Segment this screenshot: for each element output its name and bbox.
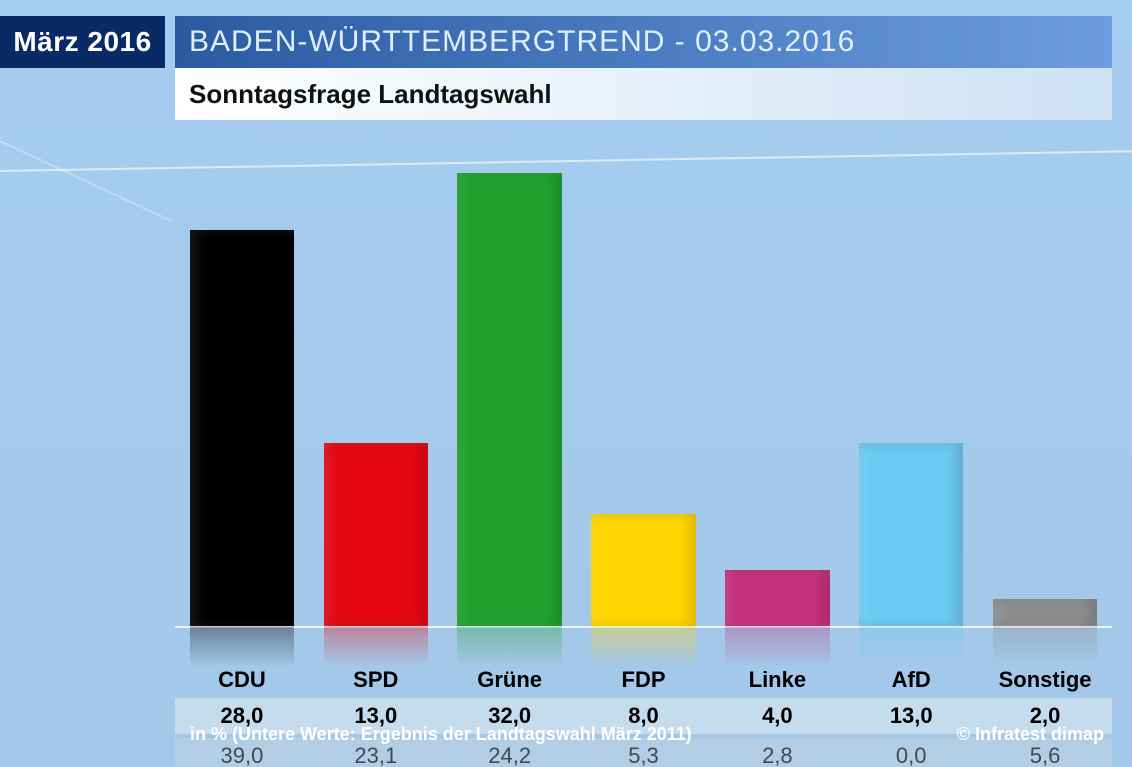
- reflection-bar-sonstige: [993, 627, 1097, 667]
- reflection-container: [175, 627, 1112, 667]
- row-labels-cell-6: Sonstige: [978, 667, 1112, 693]
- row-labels-cell-2: Grüne: [443, 667, 577, 693]
- bar-grüne: [457, 173, 561, 627]
- reflection-bar-cdu: [190, 627, 294, 667]
- reflection-bar-linke: [725, 627, 829, 667]
- row-previous-cell-2: 24,2: [443, 743, 577, 767]
- bar-slot-grüne: [443, 145, 577, 627]
- bar-linke: [725, 570, 829, 627]
- reflection-slot-cdu: [175, 627, 309, 667]
- date-badge: März 2016: [0, 16, 165, 68]
- bar-slot-linke: [710, 145, 844, 627]
- row-previous-cell-5: 0,0: [844, 743, 978, 767]
- bar-spd: [324, 443, 428, 627]
- row-previous-cell-0: 39,0: [175, 743, 309, 767]
- bar-afd: [859, 443, 963, 627]
- copyright: © Infratest dimap: [957, 724, 1104, 745]
- row-previous-cell-6: 5,6: [978, 743, 1112, 767]
- date-badge-text: März 2016: [13, 26, 151, 58]
- row-previous-cell-1: 23,1: [309, 743, 443, 767]
- bar-fdp: [591, 514, 695, 627]
- bar-slot-cdu: [175, 145, 309, 627]
- reflection-slot-afd: [844, 627, 978, 667]
- row-labels-cell-5: AfD: [844, 667, 978, 693]
- row-previous-cell-4: 2,8: [710, 743, 844, 767]
- title-text: BADEN-WÜRTTEMBERGTREND - 03.03.2016: [189, 25, 855, 59]
- reflection-slot-grüne: [443, 627, 577, 667]
- poll-slide: März 2016 BADEN-WÜRTTEMBERGTREND - 03.03…: [0, 0, 1132, 767]
- reflection-bar-spd: [324, 627, 428, 667]
- copyright-text: © Infratest dimap: [957, 724, 1104, 744]
- bar-slot-fdp: [577, 145, 711, 627]
- title-bar: BADEN-WÜRTTEMBERGTREND - 03.03.2016: [175, 16, 1112, 68]
- bar-sonstige: [993, 599, 1097, 627]
- row-previous-cell-3: 5,3: [577, 743, 711, 767]
- reflection-bar-fdp: [591, 627, 695, 667]
- chart-area: [175, 145, 1112, 627]
- row-labels-cell-1: SPD: [309, 667, 443, 693]
- row-labels-cell-4: Linke: [710, 667, 844, 693]
- bar-slot-spd: [309, 145, 443, 627]
- footnote-text: in % (Untere Werte: Ergebnis der Landtag…: [190, 724, 692, 744]
- row-labels-cell-0: CDU: [175, 667, 309, 693]
- reflection-bar-grüne: [457, 627, 561, 667]
- bars-container: [175, 145, 1112, 627]
- reflection-bar-afd: [859, 627, 963, 667]
- subtitle-text: Sonntagsfrage Landtagswahl: [189, 79, 552, 110]
- reflection-slot-linke: [710, 627, 844, 667]
- reflection-slot-sonstige: [978, 627, 1112, 667]
- bar-slot-sonstige: [978, 145, 1112, 627]
- row-labels-cell-3: FDP: [577, 667, 711, 693]
- data-table: CDUSPDGrüneFDPLinkeAfDSonstige28,013,032…: [175, 662, 1112, 767]
- subtitle-bar: Sonntagsfrage Landtagswahl: [175, 68, 1112, 120]
- row-current-cell-4: 4,0: [710, 703, 844, 729]
- reflection-slot-fdp: [577, 627, 711, 667]
- bar-slot-afd: [844, 145, 978, 627]
- row-labels: CDUSPDGrüneFDPLinkeAfDSonstige: [175, 662, 1112, 698]
- reflection-slot-spd: [309, 627, 443, 667]
- footnote: in % (Untere Werte: Ergebnis der Landtag…: [190, 724, 692, 745]
- bar-cdu: [190, 230, 294, 627]
